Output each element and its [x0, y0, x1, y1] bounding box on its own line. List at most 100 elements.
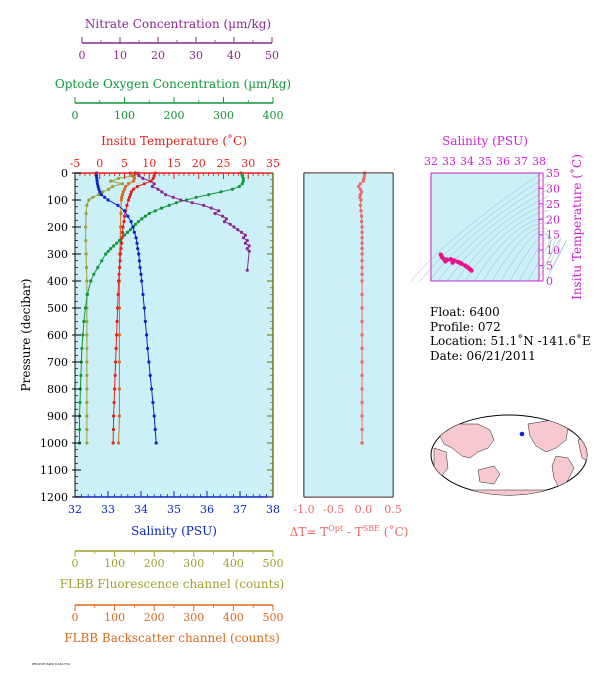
- temperature-point: [113, 373, 117, 378]
- delta-t-point: [358, 192, 363, 197]
- delta-t-point: [359, 198, 363, 202]
- backscatter-point: [117, 414, 121, 418]
- inset-y-tick-label: 5: [546, 260, 553, 273]
- nitrate-point: [245, 268, 249, 272]
- backscatter-axis-tick-label: 0: [72, 611, 79, 624]
- oxygen-axis-title: Optode Oxygen Concentration (µm/kg): [55, 77, 291, 91]
- inset-density-contour: [482, 223, 550, 282]
- pressure-tick-label: 800: [47, 383, 68, 396]
- salinity-point: [96, 184, 100, 189]
- backscatter-axis-tick-label: 500: [263, 611, 284, 624]
- temperature-axis-tick-label: 10: [142, 157, 156, 170]
- salinity-point: [152, 414, 156, 418]
- fluorescence-axis-tick-label: 500: [263, 557, 284, 570]
- backscatter-point: [132, 176, 136, 180]
- nitrate-point: [209, 206, 213, 210]
- inset-y-tick-label: 25: [546, 198, 560, 211]
- backscatter-axis-title: FLBB Backscatter channel (counts): [64, 631, 280, 645]
- oxygen-point: [207, 193, 211, 197]
- salinity-point: [134, 236, 138, 240]
- delta-t-point: [359, 214, 364, 218]
- inset-x-tick-label: 32: [424, 155, 438, 168]
- salinity-point: [136, 247, 140, 251]
- delta-plot-frame: [303, 172, 394, 498]
- fluorescence-point: [120, 182, 125, 186]
- oxygen-axis-tick-label: 400: [263, 109, 284, 122]
- pressure-tick-label: 200: [47, 221, 68, 234]
- salinity-point: [131, 225, 135, 229]
- nitrate-point: [202, 203, 206, 207]
- nitrate-axis-title: Nitrate Concentration (µm/kg): [85, 17, 271, 31]
- fluorescence-point: [84, 265, 89, 270]
- backscatter-axis-tick-label: 100: [104, 611, 125, 624]
- salinity-point: [95, 176, 99, 180]
- ts-point: [457, 260, 463, 266]
- temperature-point: [151, 176, 155, 180]
- pressure-tick-label: 1000: [40, 437, 68, 450]
- inset-x-tick-label: 35: [478, 155, 492, 168]
- inset-density-contour: [437, 188, 550, 282]
- delta-t-point: [360, 225, 364, 229]
- ts-point: [443, 259, 448, 264]
- fluorescence-point: [117, 176, 121, 180]
- salinity-point: [94, 174, 98, 178]
- delta-t-point: [358, 203, 363, 208]
- salinity-point: [143, 319, 147, 324]
- inset-x-tick-label: 37: [514, 155, 528, 168]
- salinity-point: [95, 182, 99, 186]
- backscatter-axis-tick-label: 200: [144, 611, 165, 624]
- salinity-point: [146, 346, 150, 351]
- temperature-point: [114, 346, 118, 351]
- delta-t-point: [356, 184, 361, 189]
- inset-x-tick-label: 38: [532, 155, 546, 168]
- delta-t-axis-tick-label: -1.0: [293, 503, 314, 516]
- footer-tiny-text: PROVOR 6400 DATA FIG: [32, 662, 71, 666]
- nitrate-axis-tick-label: 40: [227, 49, 241, 62]
- delta-t-point: [360, 427, 364, 432]
- delta-t-axis-tick-label: -0.5: [323, 503, 344, 516]
- fluorescence-point: [109, 179, 113, 183]
- oxygen-point: [104, 252, 108, 256]
- pressure-tick-label: 400: [47, 275, 68, 288]
- fluorescence-point: [85, 319, 89, 324]
- temperature-axis-tick-label: 25: [217, 157, 231, 170]
- nitrate-point: [150, 184, 154, 189]
- ts-inset-marks: [410, 167, 567, 282]
- oxygen-point: [112, 244, 116, 248]
- inset-y-tick-label: 0: [546, 275, 553, 288]
- temperature-point: [116, 306, 120, 310]
- fluorescence-point: [85, 441, 89, 445]
- salinity-point: [99, 193, 103, 197]
- temperature-axis-tick-label: 5: [121, 157, 128, 170]
- nitrate-point: [247, 249, 251, 253]
- salinity-point: [135, 241, 139, 245]
- temperature-point: [119, 247, 123, 251]
- fluorescence-axis-tick-label: 200: [144, 557, 165, 570]
- oxygen-point: [79, 360, 83, 364]
- oxygen-point: [115, 241, 119, 245]
- temperature-point: [118, 265, 122, 270]
- backscatter-point: [122, 187, 127, 191]
- temperature-axis-tick-label: 35: [266, 157, 280, 170]
- backscatter-point: [130, 174, 134, 178]
- pressure-tick-label: 1100: [40, 464, 68, 477]
- salinity-point: [153, 427, 157, 432]
- fluorescence-point: [84, 225, 88, 229]
- oxygen-point: [241, 176, 245, 180]
- backscatter-point: [117, 333, 121, 337]
- temperature-point: [122, 220, 126, 224]
- salinity-axis-tick-label: 38: [266, 503, 280, 516]
- oxygen-point: [106, 249, 110, 253]
- temperature-point: [119, 241, 124, 245]
- inset-y-tick-label: 35: [546, 167, 560, 180]
- delta-t-point: [360, 292, 364, 297]
- temperature-point: [117, 279, 121, 283]
- pressure-tick-label: 300: [47, 248, 68, 261]
- ts-inset-frame: [430, 172, 540, 282]
- salinity-point: [147, 360, 151, 364]
- inset-x-tick-label: 34: [460, 155, 474, 168]
- salinity-point: [151, 400, 155, 405]
- delta-t-point: [360, 246, 364, 251]
- inset-density-contour: [473, 216, 550, 282]
